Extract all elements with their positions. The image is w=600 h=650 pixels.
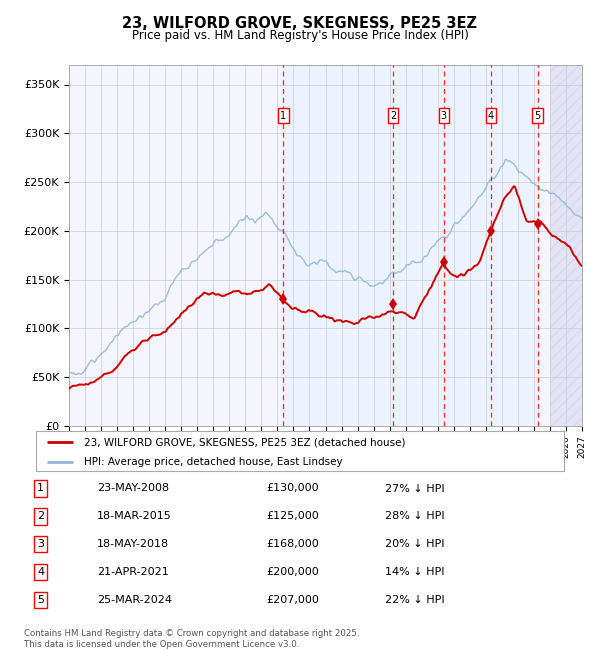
Text: 18-MAY-2018: 18-MAY-2018 (97, 540, 169, 549)
Text: 27% ↓ HPI: 27% ↓ HPI (385, 484, 444, 493)
FancyBboxPatch shape (36, 431, 564, 471)
Text: 2: 2 (390, 111, 396, 120)
Text: 2: 2 (37, 512, 44, 521)
Bar (550, 65, 582, 426)
Text: 5: 5 (535, 111, 541, 120)
Text: £125,000: £125,000 (266, 512, 319, 521)
Text: £168,000: £168,000 (266, 540, 319, 549)
Text: HPI: Average price, detached house, East Lindsey: HPI: Average price, detached house, East… (83, 458, 342, 467)
Text: 23, WILFORD GROVE, SKEGNESS, PE25 3EZ (detached house): 23, WILFORD GROVE, SKEGNESS, PE25 3EZ (d… (83, 437, 405, 447)
Text: 1: 1 (280, 111, 287, 120)
Text: 20% ↓ HPI: 20% ↓ HPI (385, 540, 444, 549)
Text: 5: 5 (37, 595, 44, 605)
Text: 21-APR-2021: 21-APR-2021 (97, 567, 169, 577)
Text: 25-MAR-2024: 25-MAR-2024 (97, 595, 172, 605)
Text: 23-MAY-2008: 23-MAY-2008 (97, 484, 169, 493)
Bar (283, 65, 538, 426)
Text: £200,000: £200,000 (266, 567, 319, 577)
Text: 3: 3 (37, 540, 44, 549)
Text: 3: 3 (441, 111, 447, 120)
Text: 1: 1 (37, 484, 44, 493)
Text: 28% ↓ HPI: 28% ↓ HPI (385, 512, 444, 521)
Text: Price paid vs. HM Land Registry's House Price Index (HPI): Price paid vs. HM Land Registry's House … (131, 29, 469, 42)
Text: 18-MAR-2015: 18-MAR-2015 (97, 512, 172, 521)
Text: 14% ↓ HPI: 14% ↓ HPI (385, 567, 444, 577)
Text: 4: 4 (37, 567, 44, 577)
Text: £130,000: £130,000 (266, 484, 319, 493)
Text: 4: 4 (488, 111, 494, 120)
Text: 23, WILFORD GROVE, SKEGNESS, PE25 3EZ: 23, WILFORD GROVE, SKEGNESS, PE25 3EZ (122, 16, 478, 31)
Text: 22% ↓ HPI: 22% ↓ HPI (385, 595, 444, 605)
Text: Contains HM Land Registry data © Crown copyright and database right 2025.
This d: Contains HM Land Registry data © Crown c… (24, 629, 359, 649)
Text: £207,000: £207,000 (266, 595, 319, 605)
